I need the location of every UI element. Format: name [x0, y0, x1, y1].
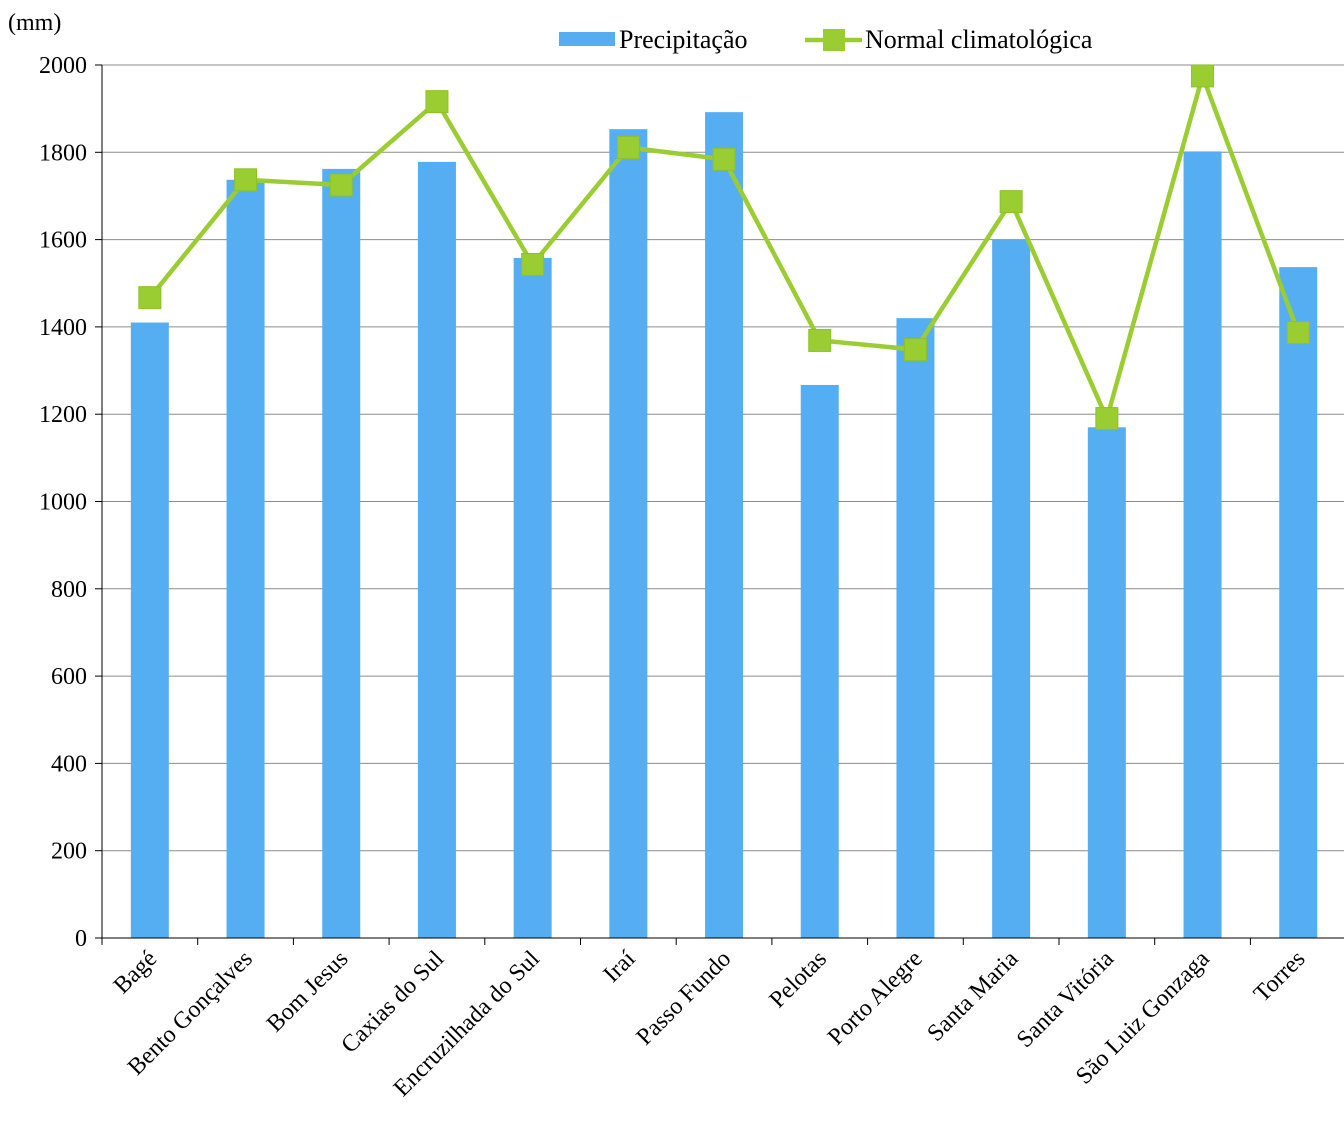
- x-tick-label-0: Bagé: [109, 946, 162, 999]
- normal-point-9: [999, 190, 1023, 214]
- legend-normal-marker: [823, 29, 845, 51]
- y-axis-unit-label: (mm): [8, 10, 61, 36]
- bar-10: [1087, 427, 1126, 938]
- x-tick-label-10: Santa Vitória: [1012, 946, 1119, 1053]
- normal-point-1: [234, 168, 258, 192]
- axes: [95, 64, 1344, 945]
- bar-3: [417, 161, 456, 938]
- x-tick-label-5: Iraí: [599, 946, 641, 988]
- bar-6: [705, 112, 744, 939]
- bar-12: [1279, 267, 1318, 938]
- normal-point-0: [138, 286, 162, 310]
- legend-precipitacao-swatch: [559, 32, 615, 46]
- x-tick-label-6: Passo Fundo: [632, 946, 737, 1051]
- x-tick-label-8: Porto Alegre: [823, 946, 928, 1051]
- bar-4: [513, 257, 552, 939]
- bars: [130, 112, 1318, 939]
- legend-precipitacao-label: Precipitação: [619, 25, 748, 54]
- bar-5: [609, 129, 648, 938]
- x-tick-label-2: Bom Jesus: [262, 946, 353, 1037]
- bar-2: [322, 168, 361, 939]
- y-tick-label-1600: 1600: [39, 228, 87, 254]
- normal-point-8: [903, 338, 927, 362]
- bar-11: [1183, 151, 1222, 938]
- normal-point-3: [425, 90, 449, 114]
- normal-line: [138, 64, 1310, 431]
- y-tick-label-800: 800: [51, 577, 87, 603]
- x-tick-label-7: Pelotas: [765, 946, 832, 1013]
- y-tick-label-1800: 1800: [39, 140, 87, 166]
- normal-point-10: [1095, 407, 1119, 431]
- y-tick-label-0: 0: [75, 926, 87, 952]
- normal-point-6: [712, 147, 736, 171]
- bar-1: [226, 179, 265, 938]
- normal-point-4: [521, 252, 545, 276]
- x-tick-label-12: Torres: [1249, 946, 1310, 1007]
- y-tick-label-600: 600: [51, 664, 87, 690]
- legend: Precipitação Normal climatológica: [559, 25, 1093, 54]
- normal-point-11: [1191, 64, 1215, 88]
- legend-normal-label: Normal climatológica: [865, 25, 1093, 54]
- normal-point-7: [808, 328, 832, 352]
- y-tick-label-1000: 1000: [39, 490, 87, 516]
- bar-8: [896, 318, 935, 938]
- normal-point-5: [616, 135, 640, 159]
- y-tick-label-400: 400: [51, 751, 87, 777]
- y-tick-label-1400: 1400: [39, 315, 87, 341]
- normal-point-12: [1286, 321, 1310, 345]
- bar-9: [992, 239, 1031, 938]
- bar-0: [130, 322, 169, 938]
- bar-7: [800, 384, 839, 939]
- y-tick-label-2000: 2000: [39, 53, 87, 79]
- y-tick-label-1200: 1200: [39, 402, 87, 428]
- y-tick-label-200: 200: [51, 839, 87, 865]
- normal-point-2: [329, 173, 353, 197]
- x-tick-label-9: Santa Maria: [923, 946, 1024, 1047]
